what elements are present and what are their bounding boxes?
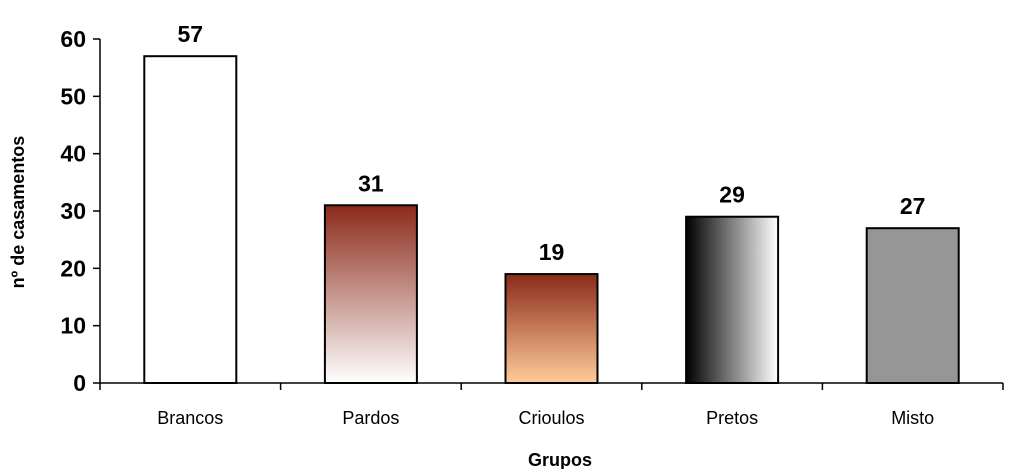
bar-misto bbox=[865, 227, 960, 384]
x-tick-label-brancos: Brancos bbox=[157, 408, 223, 428]
y-tick-label-50: 50 bbox=[60, 83, 86, 109]
y-tick-label-20: 20 bbox=[60, 255, 86, 281]
data-label-pardos: 31 bbox=[358, 170, 384, 196]
bar-pardos bbox=[323, 204, 418, 384]
bars-group bbox=[143, 55, 960, 385]
data-label-misto: 27 bbox=[900, 193, 926, 219]
data-label-crioulos: 19 bbox=[539, 239, 565, 265]
y-tick-label-10: 10 bbox=[60, 313, 86, 339]
y-tick-label-40: 40 bbox=[60, 141, 86, 167]
x-axis-title: Grupos bbox=[528, 450, 592, 469]
bar-brancos bbox=[143, 55, 238, 384]
y-axis-title: nº de casamentos bbox=[8, 136, 28, 289]
bar-pretos bbox=[685, 215, 780, 384]
x-tick-label-crioulos: Crioulos bbox=[518, 408, 584, 428]
labels-group: 57 Brancos 31 Pardos 19 Crioulos 29 Pretos 27 Mis… bbox=[60, 21, 934, 428]
axes-group bbox=[93, 38, 1004, 390]
data-label-pretos: 29 bbox=[719, 182, 745, 208]
y-tick-label-0: 0 bbox=[73, 370, 86, 396]
x-tick-label-misto: Misto bbox=[891, 408, 934, 428]
x-tick-label-pretos: Pretos bbox=[706, 408, 758, 428]
data-label-brancos: 57 bbox=[178, 21, 204, 47]
bar-crioulos bbox=[504, 273, 599, 385]
y-tick-label-30: 30 bbox=[60, 198, 86, 224]
y-tick-label-60: 60 bbox=[60, 26, 86, 52]
x-tick-label-pardos: Pardos bbox=[342, 408, 399, 428]
